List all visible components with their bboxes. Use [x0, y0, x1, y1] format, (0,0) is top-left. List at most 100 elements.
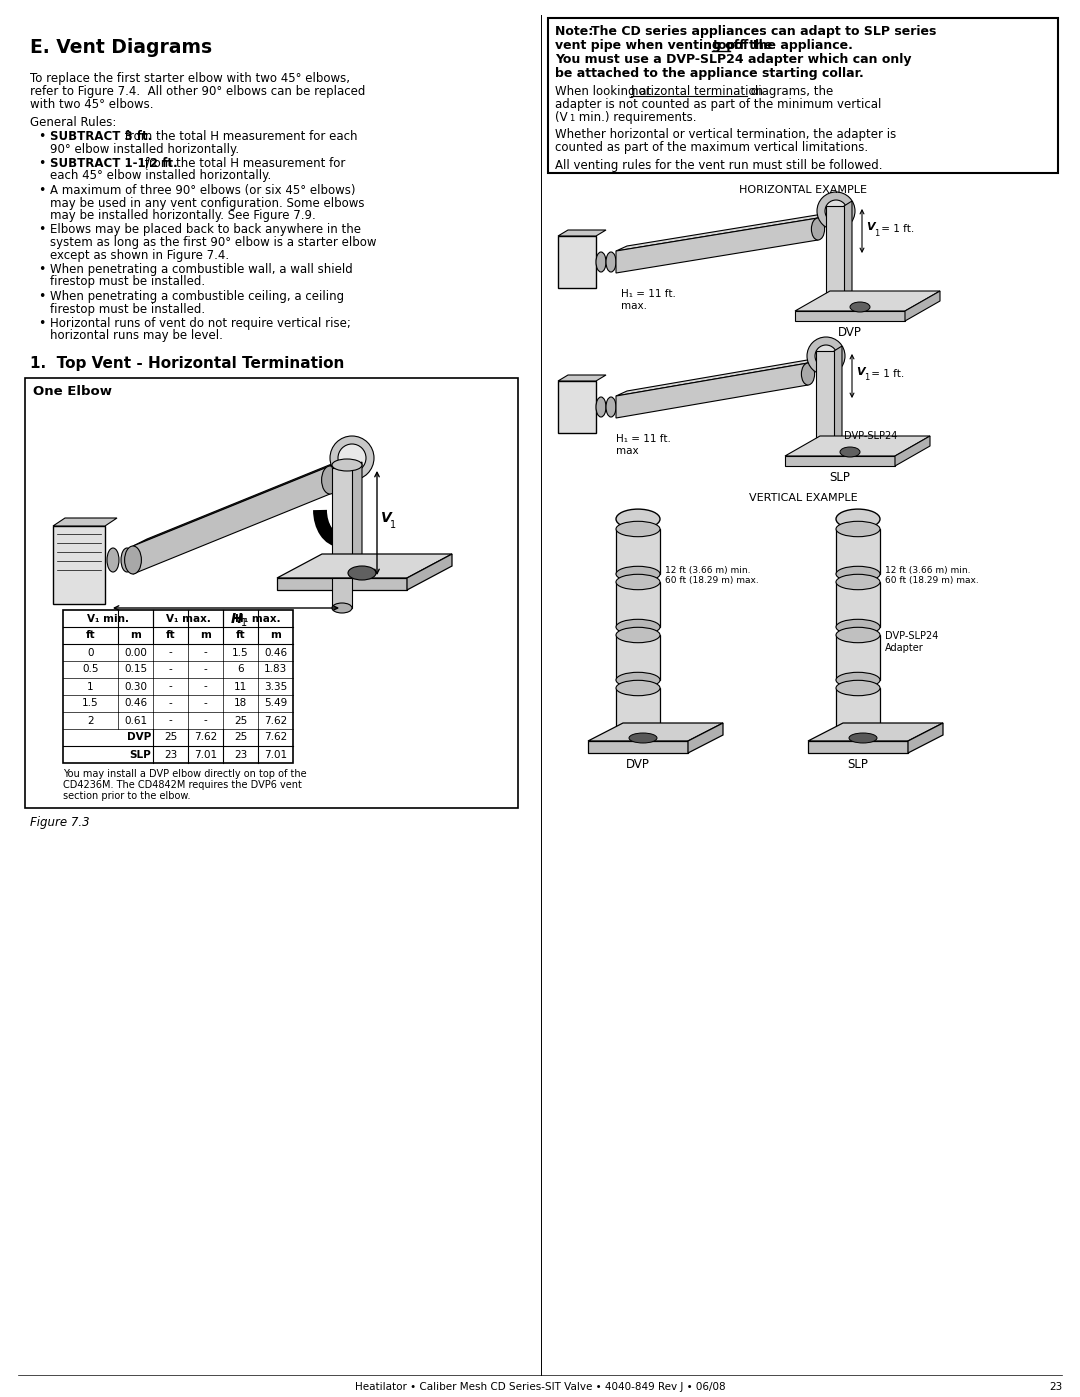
Text: 23: 23	[234, 750, 247, 760]
Text: 12 ft (3.66 m) min.
60 ft (18.29 m) max.: 12 ft (3.66 m) min. 60 ft (18.29 m) max.	[885, 566, 978, 585]
Text: -: -	[168, 715, 173, 725]
Ellipse shape	[836, 680, 880, 696]
Polygon shape	[785, 436, 930, 455]
Text: -: -	[204, 647, 207, 658]
Text: Figure 7.3: Figure 7.3	[30, 816, 90, 828]
Text: 1: 1	[569, 115, 575, 123]
Text: SLP: SLP	[848, 759, 868, 771]
Bar	[53, 527, 105, 604]
Bar	[616, 636, 660, 680]
Text: except as shown in Figure 7.4.: except as shown in Figure 7.4.	[50, 249, 229, 261]
Polygon shape	[588, 740, 688, 753]
Text: 1.5: 1.5	[82, 698, 98, 708]
Text: = 1 ft.: = 1 ft.	[868, 369, 904, 379]
Ellipse shape	[596, 397, 606, 416]
Ellipse shape	[815, 345, 837, 367]
Text: DVP: DVP	[126, 732, 151, 742]
Ellipse shape	[616, 521, 660, 536]
Bar	[836, 583, 880, 627]
Text: 7.01: 7.01	[194, 750, 217, 760]
Ellipse shape	[850, 302, 870, 312]
Ellipse shape	[606, 251, 616, 272]
Polygon shape	[616, 358, 819, 395]
Polygon shape	[785, 455, 895, 467]
Text: H₁ = 11 ft.
max: H₁ = 11 ft. max	[616, 434, 671, 455]
Polygon shape	[795, 291, 940, 312]
Text: •: •	[38, 156, 45, 170]
Text: may be used in any vent configuration. Some elbows: may be used in any vent configuration. S…	[50, 197, 365, 210]
Ellipse shape	[322, 467, 338, 495]
Ellipse shape	[107, 548, 119, 571]
Polygon shape	[276, 555, 453, 578]
Bar	[836, 636, 880, 680]
Text: 1: 1	[390, 520, 396, 529]
Text: V: V	[866, 222, 875, 232]
Polygon shape	[558, 374, 606, 381]
Text: V₁ min.: V₁ min.	[87, 613, 129, 623]
Text: H₁ max.: H₁ max.	[235, 613, 281, 623]
Bar	[548, 18, 1058, 173]
Text: 7.62: 7.62	[194, 732, 217, 742]
Ellipse shape	[836, 619, 880, 634]
Text: DVP-SLP24
Adapter: DVP-SLP24 Adapter	[885, 631, 939, 652]
Text: The CD series appliances can adapt to SLP series: The CD series appliances can adapt to SL…	[591, 25, 936, 38]
Ellipse shape	[332, 604, 352, 613]
Bar	[25, 379, 518, 807]
Bar	[332, 578, 352, 608]
Text: 7.01: 7.01	[264, 750, 287, 760]
Text: -: -	[204, 682, 207, 692]
Text: A maximum of three 90° elbows (or six 45° elbows): A maximum of three 90° elbows (or six 45…	[50, 184, 355, 197]
Text: Heatilator • Caliber Mesh CD Series-SIT Valve • 4040-849 Rev J • 06/08: Heatilator • Caliber Mesh CD Series-SIT …	[354, 1382, 726, 1391]
Ellipse shape	[616, 627, 660, 643]
Text: vent pipe when venting off the: vent pipe when venting off the	[555, 39, 777, 52]
Polygon shape	[558, 231, 606, 236]
Text: You may install a DVP elbow directly on top of the: You may install a DVP elbow directly on …	[63, 768, 307, 780]
Ellipse shape	[616, 672, 660, 687]
Text: 90° elbow installed horizontally.: 90° elbow installed horizontally.	[50, 142, 239, 155]
Text: -: -	[168, 665, 173, 675]
Text: top: top	[713, 39, 735, 52]
Text: SUBTRACT 1-1/2 ft.: SUBTRACT 1-1/2 ft.	[50, 156, 177, 170]
Polygon shape	[616, 218, 818, 272]
Text: 25: 25	[234, 732, 247, 742]
Text: All venting rules for the vent run must still be followed.: All venting rules for the vent run must …	[555, 159, 882, 172]
Polygon shape	[808, 740, 908, 753]
Bar	[816, 351, 834, 455]
Text: E. Vent Diagrams: E. Vent Diagrams	[30, 38, 212, 57]
Text: with two 45° elbows.: with two 45° elbows.	[30, 98, 153, 110]
Bar	[616, 687, 660, 733]
Text: m: m	[270, 630, 281, 640]
Text: system as long as the first 90° elbow is a starter elbow: system as long as the first 90° elbow is…	[50, 236, 377, 249]
Text: When looking at: When looking at	[555, 85, 654, 98]
Text: Note:: Note:	[555, 25, 597, 38]
Ellipse shape	[332, 460, 362, 471]
Text: 23: 23	[164, 750, 177, 760]
Bar	[63, 610, 293, 763]
Text: counted as part of the maximum vertical limitations.: counted as part of the maximum vertical …	[555, 141, 868, 154]
Text: 6: 6	[238, 665, 244, 675]
Ellipse shape	[330, 436, 374, 481]
Ellipse shape	[616, 574, 660, 590]
Ellipse shape	[338, 444, 366, 472]
Text: section prior to the elbow.: section prior to the elbow.	[63, 791, 190, 800]
Polygon shape	[276, 578, 407, 590]
Ellipse shape	[836, 574, 880, 590]
Text: HORIZONTAL EXAMPLE: HORIZONTAL EXAMPLE	[739, 184, 867, 196]
Text: When penetrating a combustible wall, a wall shield: When penetrating a combustible wall, a w…	[50, 263, 353, 277]
Text: 0.46: 0.46	[264, 647, 287, 658]
Ellipse shape	[840, 447, 860, 457]
Text: 0.15: 0.15	[124, 665, 147, 675]
Polygon shape	[133, 467, 330, 574]
Text: 7.62: 7.62	[264, 715, 287, 725]
Bar	[616, 529, 660, 574]
Text: To replace the first starter elbow with two 45° elbows,: To replace the first starter elbow with …	[30, 73, 350, 85]
Ellipse shape	[616, 509, 660, 529]
Text: SLP: SLP	[130, 750, 151, 760]
Ellipse shape	[596, 251, 606, 272]
Text: V: V	[381, 511, 392, 525]
Text: (V: (V	[555, 110, 568, 124]
Ellipse shape	[836, 509, 880, 529]
Text: firestop must be installed.: firestop must be installed.	[50, 303, 205, 316]
Text: 0.5: 0.5	[82, 665, 98, 675]
Ellipse shape	[807, 337, 845, 374]
